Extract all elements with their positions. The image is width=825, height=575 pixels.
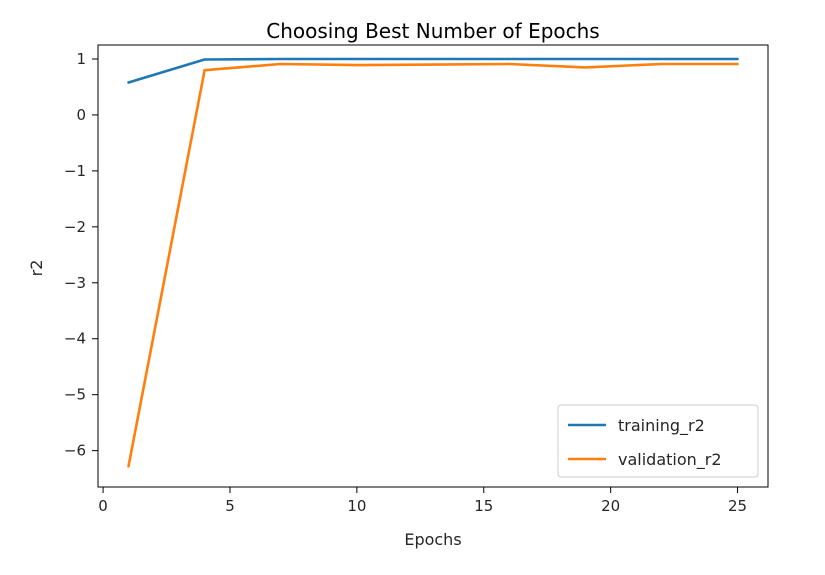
x-tick-label: 5: [225, 497, 235, 515]
legend-box: [557, 404, 759, 478]
y-tick-label: −5: [64, 386, 86, 404]
series-line-validation_r2: [127, 62, 739, 468]
x-tick-label: 10: [347, 497, 366, 515]
series-line-training_r2: [127, 57, 739, 84]
y-tick-label: 1: [76, 50, 86, 68]
legend: training_r2 validation_r2: [557, 404, 759, 478]
x-axis-label: Epochs: [404, 530, 461, 549]
y-tick-label: 0: [76, 106, 86, 124]
x-tick-label: 25: [728, 497, 747, 515]
y-tick-label: −4: [64, 330, 86, 348]
y-axis-label: r2: [27, 260, 46, 277]
x-tick-label: 20: [601, 497, 620, 515]
y-tick-label: −3: [64, 274, 86, 292]
axes-frame: [97, 44, 769, 488]
x-tick-label: 0: [98, 497, 108, 515]
y-tick-label: −6: [64, 442, 86, 460]
y-tick-label: −1: [64, 162, 86, 180]
legend-label-validation_r2: validation_r2: [618, 450, 722, 470]
legend-label-training_r2: training_r2: [618, 416, 705, 436]
y-tick-label: −2: [64, 218, 86, 236]
x-tick-label: 15: [474, 497, 493, 515]
chart-title: Choosing Best Number of Epochs: [266, 19, 599, 43]
